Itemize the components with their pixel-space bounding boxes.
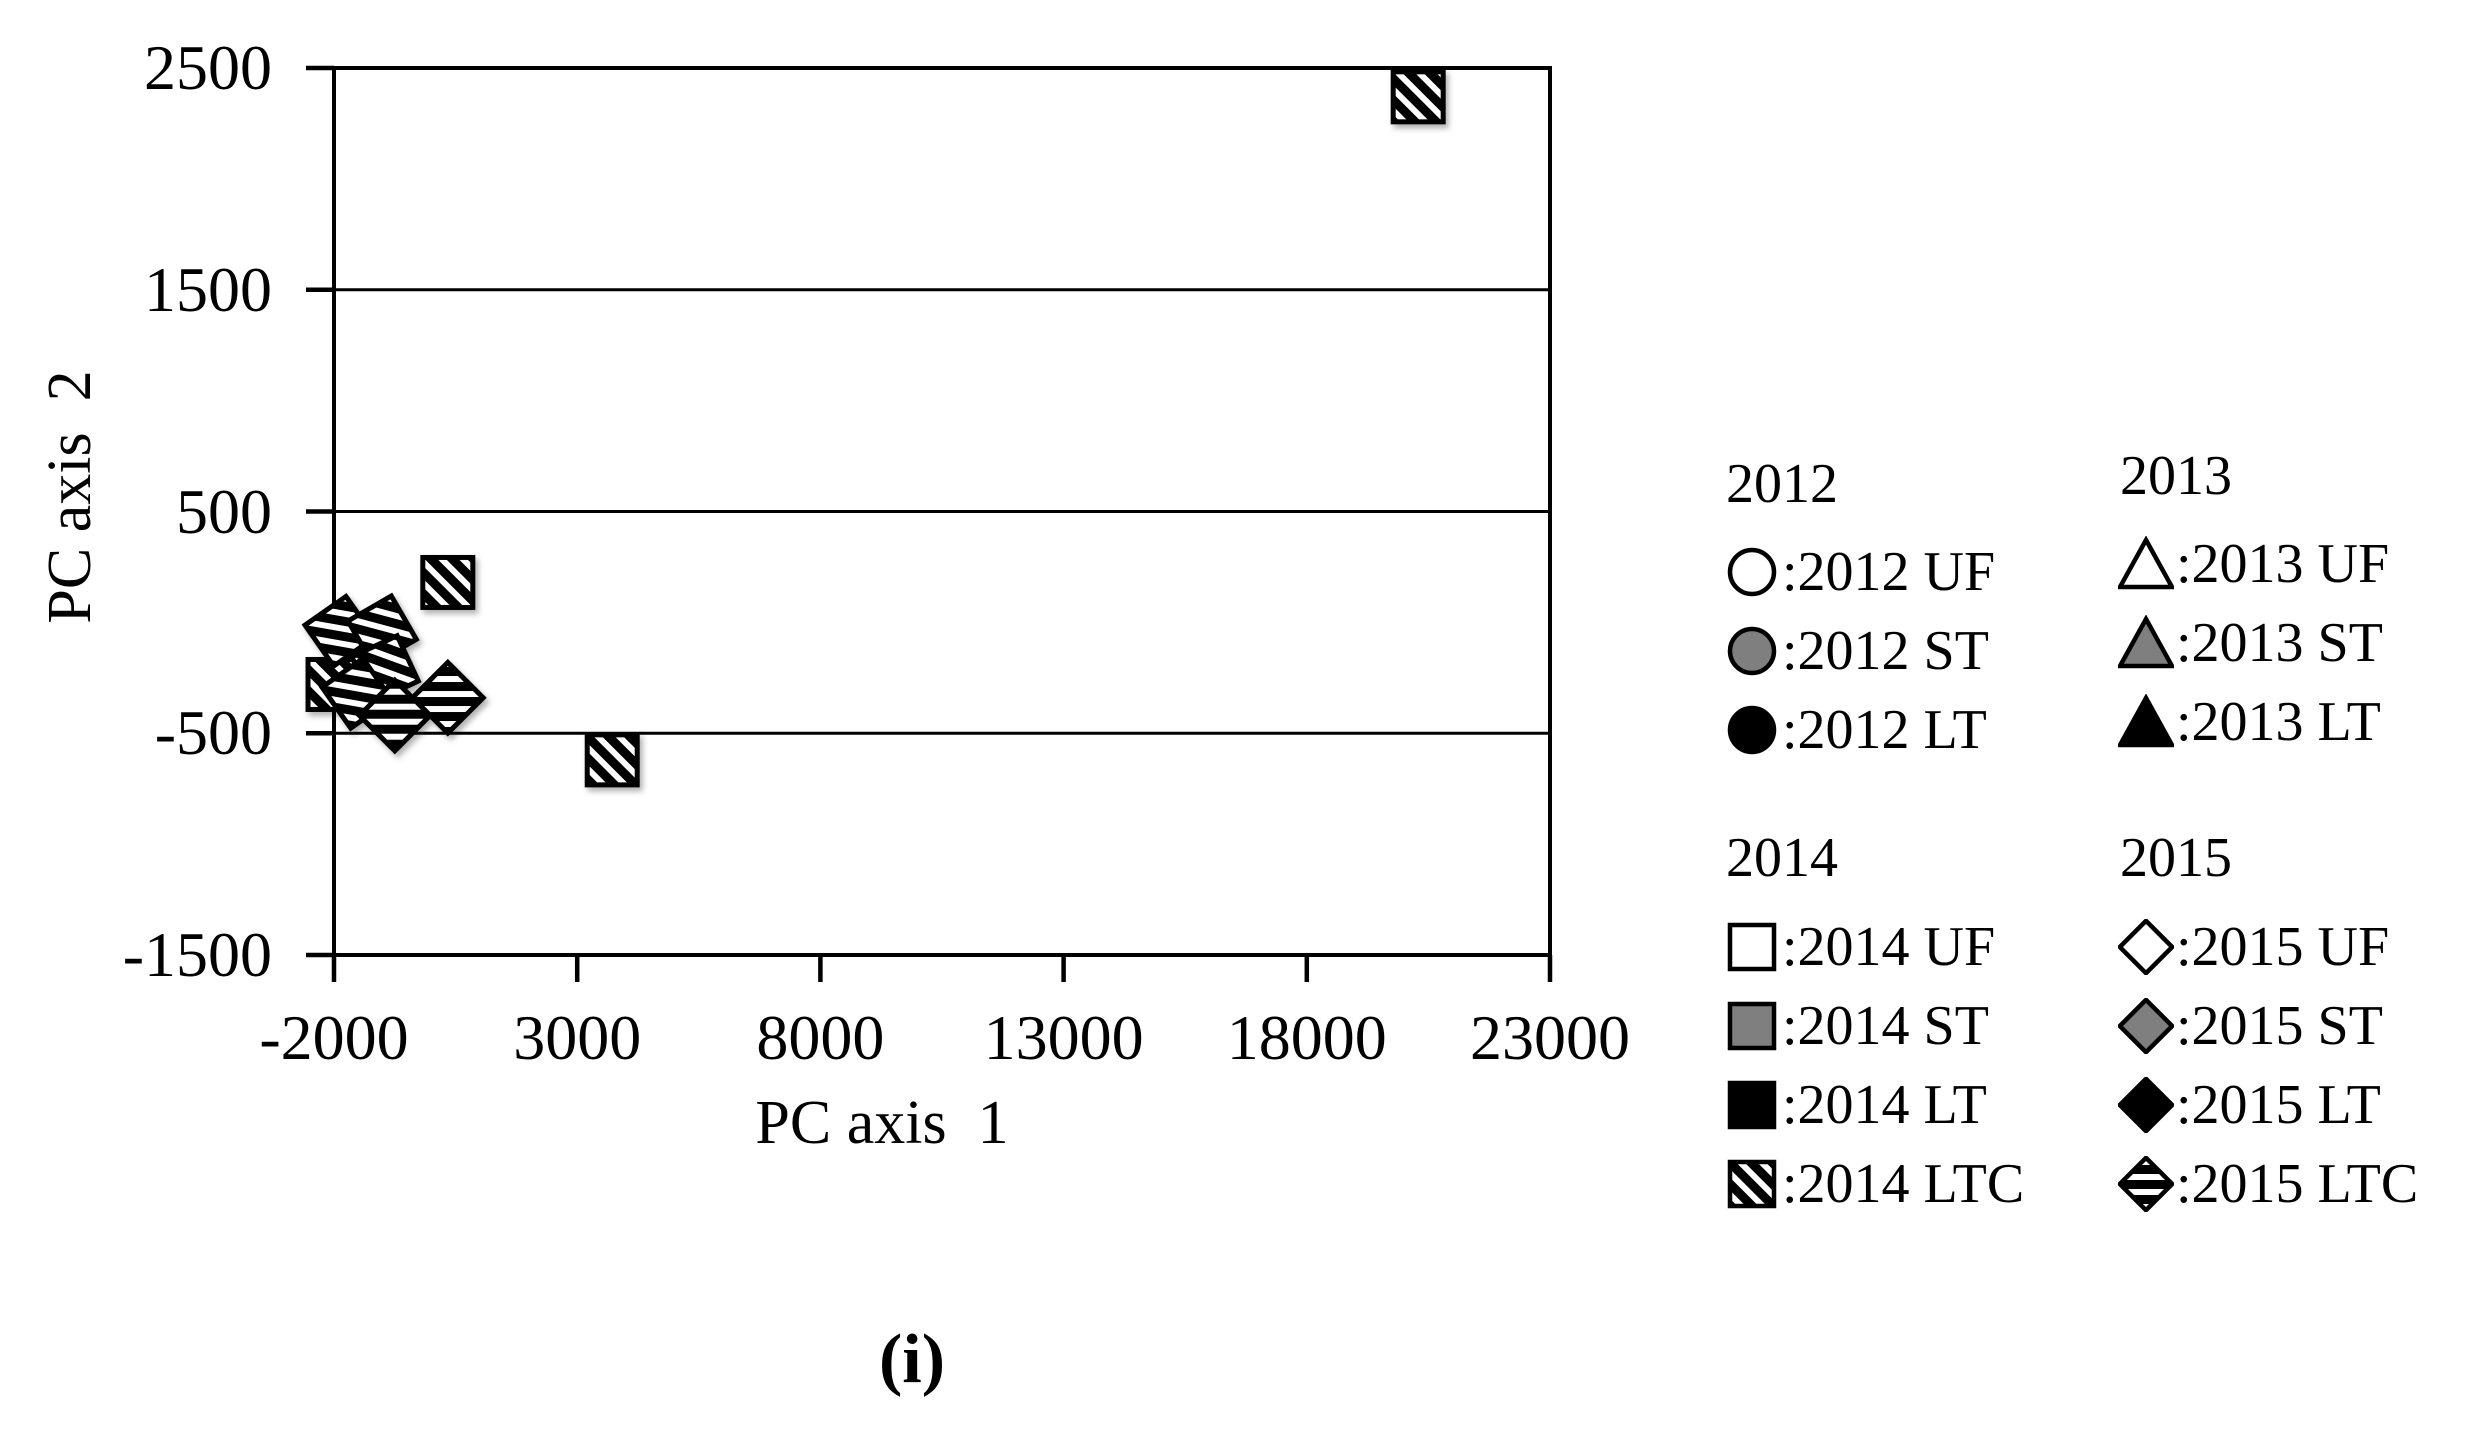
legend-item-label: :2015 LTC — [2176, 1153, 2419, 1215]
legend-group-header-2013: 2013 — [2120, 445, 2232, 507]
y-tick-label: -1500 — [122, 919, 272, 990]
x-tick-label: 3000 — [513, 1002, 642, 1073]
legend-triangle-white-icon — [2118, 536, 2174, 590]
x-tick-label: 8000 — [756, 1002, 885, 1073]
legend-triangle-gray-icon — [2118, 615, 2174, 669]
legend-item: :2015 LT — [2118, 1066, 2381, 1144]
x-tick-label: 13000 — [983, 1002, 1144, 1073]
legend-item: :2012 LT — [1724, 691, 1987, 769]
data-point-2014-ltc — [584, 732, 640, 788]
x-axis-title: PC axis 1 — [755, 1089, 1009, 1157]
x-tick-label: 23000 — [1470, 1002, 1630, 1073]
legend-item: :2015 LTC — [2118, 1145, 2418, 1223]
x-tick-label: 18000 — [1226, 1002, 1387, 1073]
y-axis-title: PC axis 2 — [36, 370, 104, 624]
legend-circle-white-icon — [1727, 547, 1777, 597]
legend-item-label: :2012 ST — [1782, 620, 1989, 682]
data-point-2014-ltc — [420, 554, 476, 610]
legend-item: :2015 UF — [2118, 908, 2389, 986]
x-tick-label: -2000 — [259, 1002, 409, 1073]
y-tick-label: -500 — [154, 697, 272, 769]
data-points — [301, 69, 1446, 788]
legend-item: :2014 LT — [1724, 1066, 1987, 1144]
legend-item-label: :2014 LTC — [1782, 1153, 2025, 1215]
legend-item-label: :2013 LT — [2176, 691, 2381, 753]
legend-item: :2013 LT — [2118, 683, 2381, 761]
y-tick-label: 2500 — [144, 32, 272, 103]
legend-item: :2014 ST — [1724, 987, 1989, 1065]
legend-circle-gray-icon — [1727, 626, 1777, 676]
legend-item: :2013 UF — [2118, 525, 2389, 603]
legend-diamond-gray-icon — [2118, 998, 2174, 1054]
legend-group-header-2012: 2012 — [1726, 453, 1838, 515]
legend-group-header-2015: 2015 — [2120, 827, 2232, 889]
figure-caption: (i) — [878, 1321, 946, 1398]
legend-square-white-icon — [1727, 922, 1777, 972]
legend-item-label: :2013 ST — [2176, 612, 2383, 674]
legend-item-label: :2012 UF — [1782, 541, 1996, 603]
legend-square-black-icon — [1727, 1080, 1777, 1130]
legend-item-label: :2012 LT — [1782, 699, 1987, 761]
legend-square-hatch-icon — [1727, 1159, 1777, 1209]
legend-triangle-black-icon — [2118, 694, 2174, 748]
legend-item-label: :2015 UF — [2176, 916, 2390, 978]
legend-square-gray-icon — [1727, 1001, 1777, 1051]
y-tick-label: 500 — [176, 475, 272, 547]
y-tick-label: 1500 — [144, 253, 272, 325]
legend-item: :2014 LTC — [1724, 1145, 2024, 1223]
gridlines — [334, 288, 1550, 735]
data-point-2014-ltc — [1390, 69, 1446, 125]
legend-item-label: :2015 ST — [2176, 995, 2383, 1057]
legend-item: :2012 ST — [1724, 612, 1989, 690]
legend-item: :2013 ST — [2118, 604, 2383, 682]
legend-item-label: :2014 LT — [1782, 1074, 1987, 1136]
legend-diamond-white-icon — [2118, 919, 2174, 975]
legend-item-label: :2015 LT — [2176, 1074, 2381, 1136]
legend-circle-black-icon — [1727, 705, 1777, 755]
legend-diamond-black-icon — [2118, 1077, 2174, 1133]
legend-item: :2012 UF — [1724, 533, 1995, 611]
legend-diamond-hatch-icon — [2118, 1156, 2174, 1212]
tick-marks — [306, 65, 1553, 982]
data-point-2015-ltc — [355, 676, 434, 755]
legend-item-label: :2013 UF — [2176, 533, 2390, 595]
legend-item: :2015 ST — [2118, 987, 2383, 1065]
legend-item-label: :2014 UF — [1782, 916, 1996, 978]
legend-item: :2014 UF — [1724, 908, 1995, 986]
legend-item-label: :2014 ST — [1782, 995, 1989, 1057]
legend-group-header-2014: 2014 — [1726, 827, 1838, 889]
